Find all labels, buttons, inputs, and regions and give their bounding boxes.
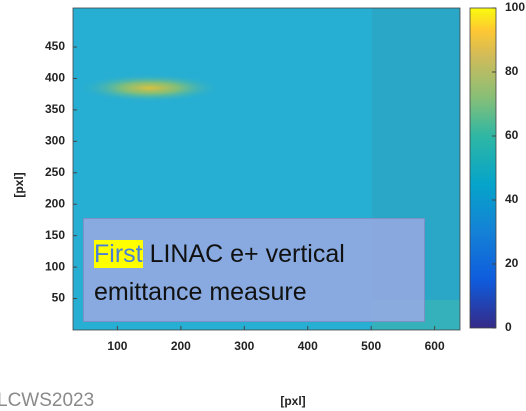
y-tick-label: 450 [45,39,65,53]
x-tick-label: 100 [107,339,127,353]
y-tick-label: 300 [45,134,65,148]
annotation-line: emittance measure [94,278,307,306]
colorbar-tick-label: 80 [505,64,519,78]
colorbar [469,7,497,329]
footer: LCWS2023 [0,390,95,411]
highlight: First [94,240,143,268]
x-tick-label: 200 [171,339,191,353]
y-tick-label: 400 [45,71,65,85]
colorbar-tick-label: 0 [505,320,512,334]
plot-frame [72,7,461,331]
x-tick-label: 500 [361,339,381,353]
x-tick-label: 600 [425,339,445,353]
colorbar-tick-label: 100 [505,0,525,14]
y-tick-label: 50 [52,291,66,305]
annotation-box: First LINAC e+ vertical emittance measure [83,218,425,322]
y-tick-label: 250 [45,165,65,179]
colorbar-tick-label: 40 [505,192,519,206]
x-axis-label: [pxl] [280,394,305,408]
colorbar-tick-label: 60 [505,128,519,142]
x-tick-label: 400 [298,339,318,353]
annotation-line: LINAC e+ vertical [149,240,345,268]
y-axis-label: [pxl] [12,172,26,197]
beam-spot [80,74,220,102]
x-tick-label: 300 [234,339,254,353]
y-tick-label: 350 [45,102,65,116]
y-tick-label: 200 [45,196,65,210]
y-tick-label: 100 [45,259,65,273]
y-tick-label: 150 [45,228,65,242]
colorbar-tick-label: 20 [505,256,519,270]
